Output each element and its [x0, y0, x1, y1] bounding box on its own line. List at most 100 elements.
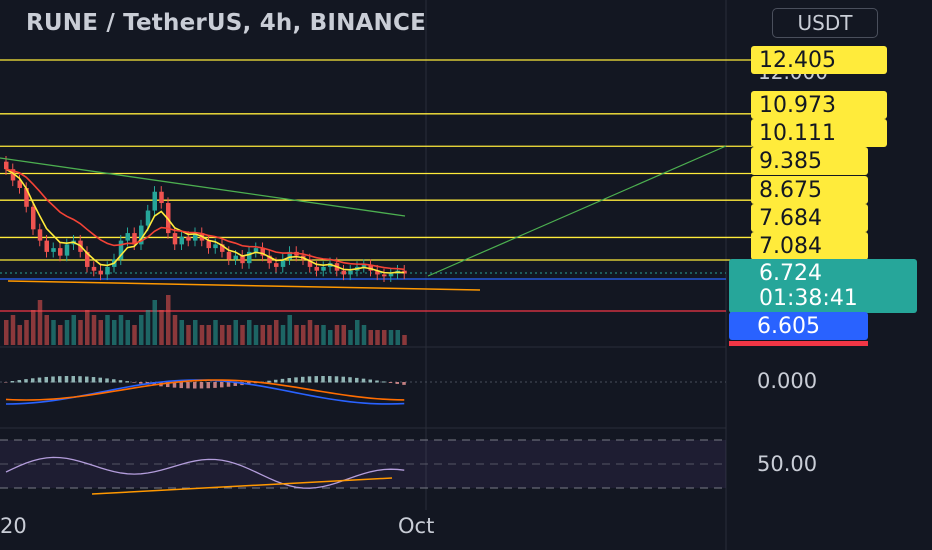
candle-body-3: [24, 187, 29, 207]
volume-bar-19: [132, 325, 137, 345]
macd-hist-9: [64, 376, 69, 383]
candle-body-37: [253, 248, 259, 252]
volume-bar-12: [85, 310, 90, 345]
volume-bar-22: [152, 300, 157, 345]
candle-body-31: [213, 244, 218, 249]
candle-body-51: [348, 270, 353, 275]
macd-hist-6: [44, 376, 48, 383]
volume-bar-17: [118, 315, 124, 345]
symbol-title[interactable]: RUNE / TetherUS, 4h, BINANCE: [26, 10, 426, 36]
volume-bar-37: [253, 325, 259, 345]
volume-bar-25: [172, 315, 178, 345]
currency-button[interactable]: USDT: [772, 8, 878, 38]
macd-hist-47: [321, 376, 325, 383]
level-tag-7684: 7.684: [751, 204, 868, 232]
volume-bar-58: [395, 330, 400, 345]
volume-bar-55: [375, 330, 380, 345]
macd-hist-55: [375, 380, 379, 383]
candle-body-38: [260, 248, 265, 256]
volume-bar-59: [402, 335, 407, 345]
macd-hist-40: [274, 379, 278, 383]
candle-body-15: [105, 266, 110, 275]
candle-body-55: [375, 270, 380, 275]
macd-hist-16: [112, 379, 116, 383]
volume-bar-54: [368, 330, 373, 345]
candle-body-1: [10, 169, 16, 181]
volume-bar-8: [58, 325, 63, 345]
volume-bar-28: [193, 320, 198, 345]
current-price-value: 6.724: [759, 261, 822, 286]
candle-body-7: [51, 248, 56, 252]
candle-body-50: [341, 270, 346, 275]
red-level-marker: [729, 341, 868, 346]
macd-hist-25: [172, 382, 177, 388]
projection-line: [427, 145, 727, 277]
volume-bar-2: [17, 325, 22, 345]
bar-countdown: 01:38:41: [759, 286, 858, 311]
candle-body-53: [361, 265, 367, 267]
candle-body-34: [233, 255, 238, 260]
candle-body-20: [139, 225, 144, 245]
macd-hist-39: [267, 380, 271, 383]
volume-bar-10: [71, 315, 76, 345]
candle-body-13: [91, 266, 97, 271]
candle-body-27: [186, 236, 191, 241]
volume-bar-21: [145, 310, 151, 345]
level-tag-9385: 9.385: [751, 147, 868, 175]
macd-hist-57: [388, 382, 393, 383]
macd-hist-22: [152, 382, 156, 386]
macd-hist-52: [355, 377, 359, 383]
candle-body-35: [240, 255, 245, 264]
macd-hist-27: [186, 382, 190, 389]
macd-hist-14: [98, 377, 102, 383]
volume-bar-29: [199, 325, 205, 345]
level-tag-8675: 8.675: [751, 176, 868, 204]
candle-body-9: [64, 244, 70, 256]
macd-hist-54: [368, 379, 372, 383]
macd-hist-30: [206, 382, 210, 389]
candle-body-23: [159, 191, 164, 204]
candle-body-4: [31, 206, 36, 230]
candle-body-56: [382, 274, 387, 277]
macd-hist-20: [139, 382, 143, 384]
level-tag-10111: 10.111: [751, 119, 887, 147]
candle-body-47: [321, 266, 326, 271]
support-level-tag: 6.605: [729, 312, 868, 340]
candle-body-45: [307, 259, 313, 267]
volume-bar-31: [213, 320, 218, 345]
candle-body-42: [287, 251, 292, 260]
candle-body-30: [206, 240, 211, 249]
signal-line: [5, 379, 405, 401]
volume-bar-18: [125, 320, 130, 345]
macd-hist-3: [24, 379, 28, 383]
macd-hist-34: [233, 382, 237, 386]
volume-bar-40: [274, 320, 279, 345]
macd-hist-0: [4, 382, 8, 383]
macd-hist-12: [85, 376, 89, 383]
volume-bar-43: [294, 325, 299, 345]
volume-bar-20: [139, 315, 144, 345]
candle-body-17: [118, 240, 124, 260]
macd-hist-42: [287, 378, 291, 383]
candle-body-40: [274, 263, 279, 267]
time-label-oct: Oct: [398, 514, 435, 538]
macd-hist-45: [307, 376, 312, 383]
macd-hist-41: [280, 378, 285, 383]
candle-body-5: [37, 229, 43, 241]
macd-hist-1: [10, 381, 15, 383]
candle-body-14: [98, 270, 103, 275]
macd-hist-48: [328, 376, 332, 383]
time-label-20: 20: [0, 514, 27, 538]
volume-bar-35: [240, 325, 245, 345]
macd-hist-43: [294, 377, 298, 383]
macd-hist-10: [71, 376, 75, 383]
volume-bar-50: [341, 325, 346, 345]
macd-hist-17: [118, 380, 123, 383]
candle-body-0: [4, 161, 9, 170]
candle-body-25: [172, 233, 178, 245]
candle-body-24: [166, 203, 171, 234]
rsi-line: [5, 456, 405, 489]
volume-bar-0: [4, 320, 9, 345]
candle-body-12: [85, 251, 90, 267]
